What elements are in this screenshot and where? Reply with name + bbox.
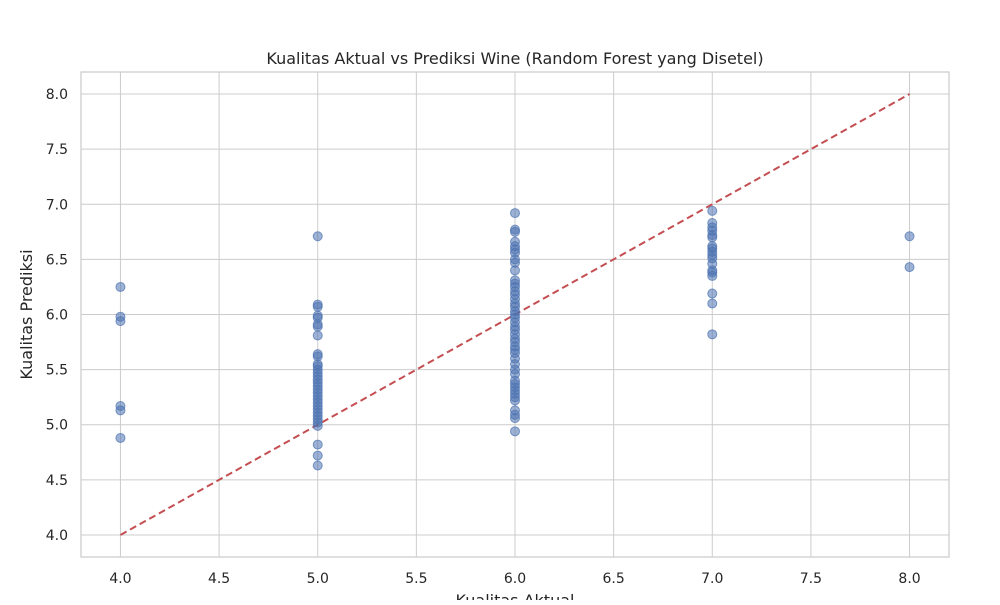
data-point bbox=[115, 316, 126, 327]
data-point bbox=[904, 262, 915, 273]
data-point bbox=[115, 405, 126, 416]
data-point bbox=[510, 395, 520, 406]
x-tick-label: 4.0 bbox=[109, 571, 131, 587]
data-point bbox=[510, 426, 520, 437]
x-tick-label: 5.0 bbox=[307, 571, 329, 587]
y-tick-label: 8.0 bbox=[46, 87, 68, 103]
x-tick-label: 6.5 bbox=[603, 571, 625, 587]
y-tick-label: 6.5 bbox=[46, 252, 68, 268]
x-axis-label: Kualitas Aktual bbox=[456, 591, 575, 600]
data-point bbox=[707, 232, 718, 243]
data-point bbox=[510, 413, 520, 424]
data-point bbox=[707, 329, 718, 340]
y-tick-label: 7.5 bbox=[46, 142, 68, 158]
data-point bbox=[312, 321, 323, 332]
data-point bbox=[312, 450, 323, 461]
data-point bbox=[312, 439, 323, 450]
y-tick-label: 5.5 bbox=[46, 363, 68, 379]
y-tick-label: 4.0 bbox=[46, 528, 68, 544]
data-points bbox=[115, 205, 915, 471]
y-tick-label: 7.0 bbox=[46, 197, 68, 213]
y-axis-label: Kualitas Prediksi bbox=[17, 249, 36, 379]
x-tick-label: 8.0 bbox=[898, 571, 920, 587]
data-point bbox=[904, 231, 915, 242]
x-tick-label: 7.0 bbox=[701, 571, 723, 587]
x-axis-ticks: 4.0 4.5 5.0 5.5 6.0 6.5 7.0 7.5 8.0 bbox=[109, 571, 920, 587]
y-tick-label: 4.5 bbox=[46, 473, 68, 489]
data-point bbox=[115, 281, 126, 292]
data-point bbox=[707, 205, 718, 216]
y-axis-ticks: 4.0 4.5 5.0 5.5 6.0 6.5 7.0 7.5 8.0 bbox=[46, 87, 68, 544]
x-tick-label: 4.5 bbox=[208, 571, 230, 587]
data-point bbox=[312, 231, 323, 242]
data-point bbox=[707, 298, 718, 309]
data-point bbox=[510, 226, 520, 237]
x-tick-label: 7.5 bbox=[800, 571, 822, 587]
data-point bbox=[312, 301, 323, 312]
y-tick-label: 6.0 bbox=[46, 308, 68, 324]
x-tick-label: 5.5 bbox=[405, 571, 427, 587]
data-point bbox=[312, 420, 323, 431]
data-point bbox=[707, 288, 718, 299]
data-point bbox=[115, 432, 126, 443]
data-point bbox=[312, 330, 323, 341]
chart-title: Kualitas Aktual vs Prediksi Wine (Random… bbox=[266, 49, 763, 68]
data-point bbox=[510, 265, 520, 276]
plot-area-frame bbox=[80, 71, 950, 558]
data-point bbox=[707, 270, 718, 281]
y-tick-label: 5.0 bbox=[46, 418, 68, 434]
data-point bbox=[510, 208, 520, 219]
x-tick-label: 6.0 bbox=[504, 571, 526, 587]
data-point bbox=[312, 460, 323, 471]
